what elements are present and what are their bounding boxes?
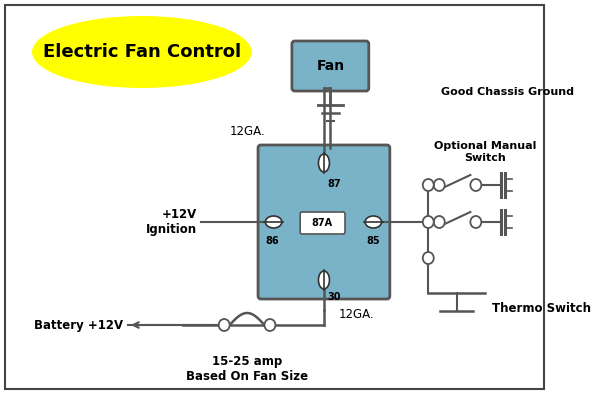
Text: Electric Fan Control: Electric Fan Control xyxy=(43,43,241,61)
Circle shape xyxy=(265,319,275,331)
Text: 87: 87 xyxy=(328,179,341,189)
FancyBboxPatch shape xyxy=(300,212,345,234)
Circle shape xyxy=(423,252,434,264)
Text: Thermo Switch: Thermo Switch xyxy=(493,301,592,314)
Text: Fan: Fan xyxy=(316,59,344,73)
Circle shape xyxy=(423,179,434,191)
Text: +12V
Ignition: +12V Ignition xyxy=(146,208,197,236)
Ellipse shape xyxy=(319,154,329,172)
Ellipse shape xyxy=(32,16,251,88)
Circle shape xyxy=(423,216,434,228)
Text: Optional Manual
Switch: Optional Manual Switch xyxy=(434,141,536,163)
FancyBboxPatch shape xyxy=(5,5,544,389)
Text: 15-25 amp
Based On Fan Size: 15-25 amp Based On Fan Size xyxy=(186,355,308,383)
Text: 86: 86 xyxy=(265,236,278,246)
FancyBboxPatch shape xyxy=(258,145,390,299)
Circle shape xyxy=(219,319,230,331)
Text: 12GA.: 12GA. xyxy=(229,125,265,138)
Ellipse shape xyxy=(319,271,329,289)
FancyBboxPatch shape xyxy=(292,41,369,91)
Text: Good Chassis Ground: Good Chassis Ground xyxy=(441,87,574,97)
Text: 85: 85 xyxy=(367,236,380,246)
Text: 87A: 87A xyxy=(311,218,332,228)
Text: 30: 30 xyxy=(328,292,341,302)
Text: 12GA.: 12GA. xyxy=(338,309,374,322)
Ellipse shape xyxy=(365,216,382,228)
Circle shape xyxy=(434,179,445,191)
Text: Battery +12V: Battery +12V xyxy=(34,318,124,331)
Circle shape xyxy=(434,216,445,228)
Circle shape xyxy=(470,179,481,191)
Ellipse shape xyxy=(265,216,282,228)
Circle shape xyxy=(470,216,481,228)
